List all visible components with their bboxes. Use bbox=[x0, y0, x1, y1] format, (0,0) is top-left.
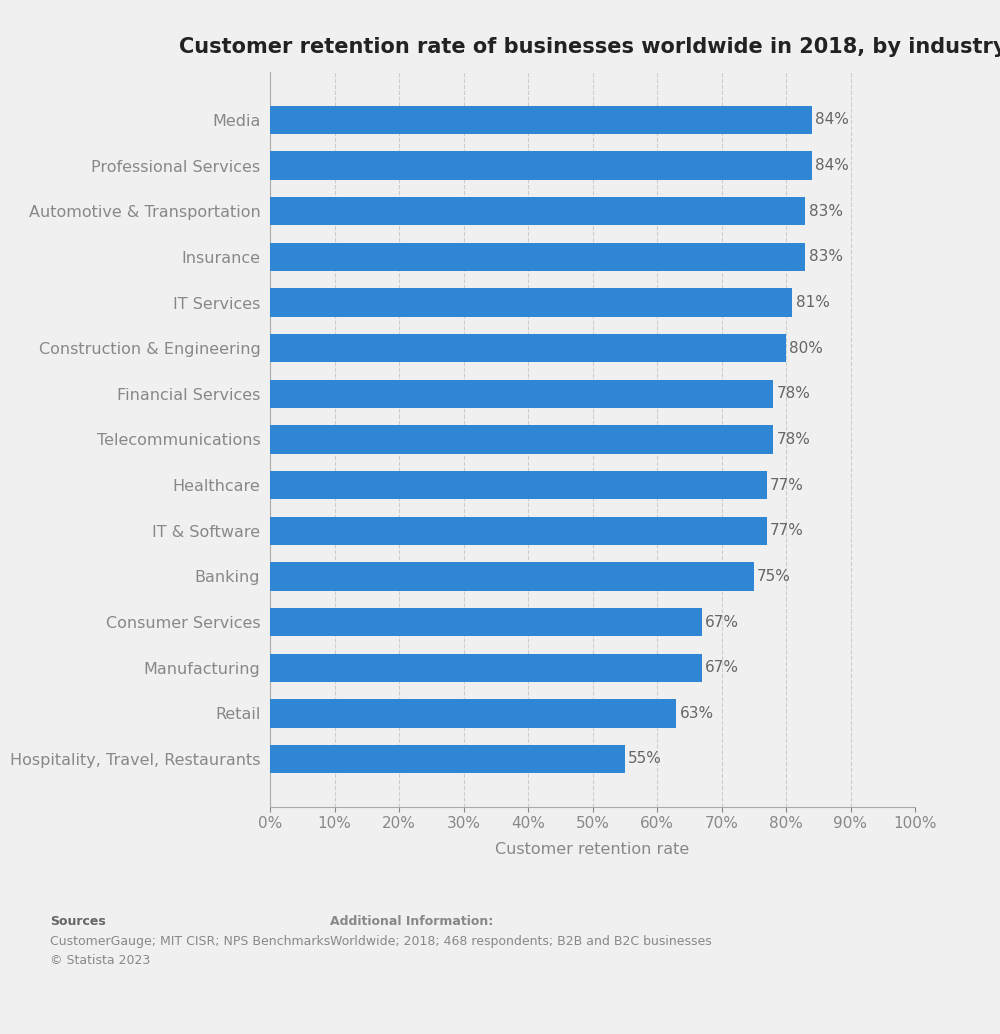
Text: 83%: 83% bbox=[809, 204, 843, 219]
Bar bbox=[270, 197, 805, 225]
Text: 67%: 67% bbox=[705, 660, 739, 675]
Bar bbox=[270, 288, 792, 316]
Bar bbox=[270, 653, 702, 681]
Text: 80%: 80% bbox=[789, 340, 823, 356]
Bar bbox=[270, 243, 805, 271]
Text: 84%: 84% bbox=[815, 113, 849, 127]
Text: CustomerGauge; MIT CISR; NPS Benchmarks
© Statista 2023: CustomerGauge; MIT CISR; NPS Benchmarks … bbox=[50, 935, 330, 967]
Bar bbox=[270, 151, 812, 180]
Text: Worldwide; 2018; 468 respondents; B2B and B2C businesses: Worldwide; 2018; 468 respondents; B2B an… bbox=[330, 935, 712, 948]
Text: 77%: 77% bbox=[770, 478, 804, 492]
Text: 83%: 83% bbox=[809, 249, 843, 265]
Text: 67%: 67% bbox=[705, 614, 739, 630]
Bar bbox=[270, 562, 754, 590]
Title: Customer retention rate of businesses worldwide in 2018, by industry: Customer retention rate of businesses wo… bbox=[179, 37, 1000, 57]
Bar bbox=[270, 744, 625, 773]
Text: 84%: 84% bbox=[815, 158, 849, 173]
Text: Additional Information:: Additional Information: bbox=[330, 915, 493, 929]
Text: 77%: 77% bbox=[770, 523, 804, 539]
X-axis label: Customer retention rate: Customer retention rate bbox=[495, 843, 690, 857]
Bar bbox=[270, 699, 676, 728]
Text: Sources: Sources bbox=[50, 915, 106, 929]
Bar bbox=[270, 608, 702, 636]
Bar bbox=[270, 517, 767, 545]
Text: 81%: 81% bbox=[796, 295, 830, 310]
Text: 75%: 75% bbox=[757, 569, 791, 584]
Text: 55%: 55% bbox=[628, 752, 662, 766]
Bar bbox=[270, 334, 786, 362]
Text: 78%: 78% bbox=[776, 432, 810, 447]
Text: 78%: 78% bbox=[776, 387, 810, 401]
Bar bbox=[270, 105, 812, 134]
Bar bbox=[270, 379, 773, 408]
Bar bbox=[270, 470, 767, 499]
Text: 63%: 63% bbox=[680, 706, 714, 721]
Bar bbox=[270, 425, 773, 454]
